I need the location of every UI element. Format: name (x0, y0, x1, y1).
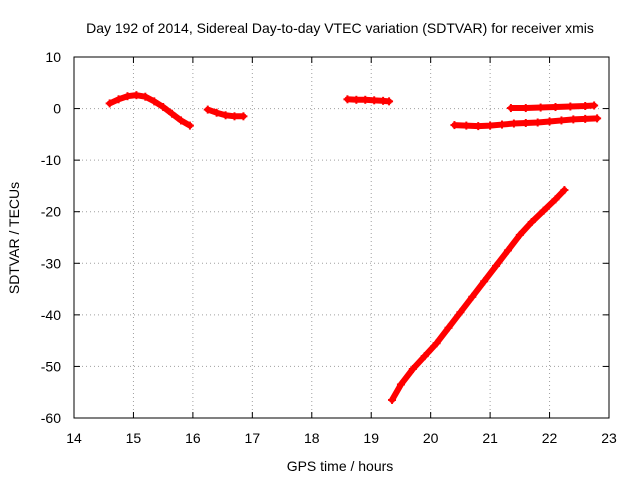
series-line (389, 187, 568, 403)
data-series (506, 101, 599, 113)
x-tick-label: 23 (601, 430, 617, 446)
data-point (492, 261, 501, 270)
y-tick-label: -40 (41, 307, 61, 323)
data-point (581, 101, 590, 110)
data-point (480, 277, 489, 286)
data-point (551, 103, 560, 112)
data-point (462, 121, 471, 130)
data-point (527, 218, 536, 227)
y-tick-label: -20 (41, 204, 61, 220)
data-point (521, 104, 530, 113)
x-tick-label: 21 (482, 430, 498, 446)
data-point (388, 395, 397, 404)
y-tick-label: 0 (53, 101, 61, 117)
data-point (432, 339, 441, 348)
data-point (444, 323, 453, 332)
data-point (221, 111, 230, 120)
data-point (396, 380, 405, 389)
data-point (408, 365, 417, 374)
data-point (230, 112, 239, 121)
data-series (450, 114, 602, 131)
data-point (536, 103, 545, 112)
data-point (132, 91, 141, 100)
data-point (159, 103, 168, 112)
data-point (203, 105, 212, 114)
data-point (560, 186, 569, 195)
data-point (581, 114, 590, 123)
x-tick-label: 22 (542, 430, 558, 446)
data-point (498, 120, 506, 129)
data-series (388, 186, 569, 404)
data-series (203, 105, 248, 121)
data-point (105, 99, 114, 108)
data-point (370, 96, 379, 105)
x-tick-label: 20 (423, 430, 439, 446)
data-point (450, 121, 459, 130)
chart-title: Day 192 of 2014, Sidereal Day-to-day VTE… (86, 20, 594, 36)
y-tick-label: -30 (41, 255, 61, 271)
grid-layer (74, 57, 609, 418)
data-point (420, 352, 429, 361)
x-tick-label: 14 (66, 430, 82, 446)
data-point (385, 97, 394, 106)
data-layer (105, 91, 602, 404)
data-point (352, 95, 361, 104)
x-tick-label: 15 (126, 430, 142, 446)
data-point (141, 92, 150, 101)
x-tick-label: 16 (185, 430, 201, 446)
data-point (212, 108, 221, 117)
data-point (515, 230, 524, 239)
data-point (521, 119, 530, 128)
ticks-layer: 14 15 16 17 18 19 20 21 22 23 -60 -50 -40 -30 -20 -10 0 1… (41, 49, 617, 446)
data-point (456, 308, 465, 317)
data-point (566, 102, 575, 111)
x-axis-title: GPS time / hours (287, 458, 394, 474)
y-tick-label: -60 (41, 410, 61, 426)
data-point (503, 246, 512, 255)
data-point (533, 118, 542, 127)
data-point (509, 119, 518, 128)
data-point (123, 92, 132, 101)
data-point (539, 206, 548, 215)
y-axis-title: SDTVAR / TECUs (6, 182, 22, 294)
y-tick-label: -10 (41, 152, 61, 168)
data-point (557, 116, 566, 125)
data-point (168, 109, 177, 118)
data-point (474, 122, 483, 131)
data-point (177, 116, 185, 125)
data-point (114, 95, 123, 104)
data-point (551, 195, 560, 204)
data-point (361, 95, 370, 104)
x-tick-label: 17 (245, 430, 261, 446)
data-point (150, 97, 159, 106)
data-point (569, 115, 578, 124)
data-point (506, 104, 515, 113)
series-line (106, 92, 193, 129)
data-point (593, 114, 602, 123)
data-point (545, 117, 554, 126)
y-tick-label: 10 (45, 49, 61, 65)
x-tick-label: 19 (363, 430, 379, 446)
data-series (343, 95, 394, 106)
data-series (105, 91, 194, 130)
x-tick-label: 18 (304, 430, 320, 446)
data-point (185, 121, 194, 130)
data-point (486, 121, 495, 130)
data-point (468, 292, 477, 301)
data-point (590, 101, 599, 110)
y-tick-label: -50 (41, 358, 61, 374)
plot-frame (73, 56, 610, 419)
data-point (239, 112, 248, 121)
data-point (343, 95, 352, 104)
